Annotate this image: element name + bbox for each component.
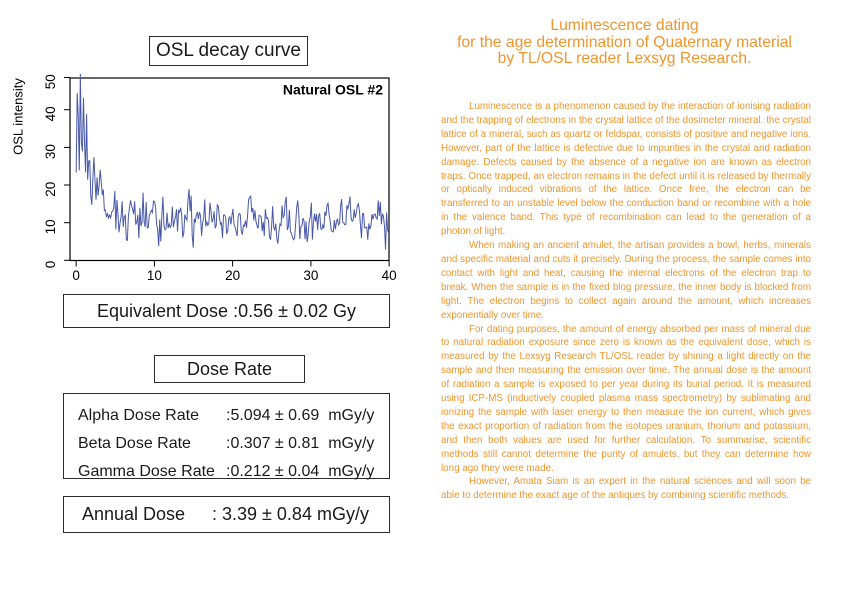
svg-text:50: 50 — [43, 74, 58, 89]
svg-text:10: 10 — [147, 268, 162, 283]
svg-text:40: 40 — [382, 268, 397, 283]
svg-text:20: 20 — [43, 182, 58, 197]
svg-text:10: 10 — [43, 219, 58, 234]
svg-text:0: 0 — [72, 268, 80, 283]
svg-text:40: 40 — [43, 106, 58, 121]
svg-text:Natural OSL #2: Natural OSL #2 — [283, 82, 383, 98]
svg-text:30: 30 — [43, 144, 58, 159]
svg-text:0: 0 — [43, 261, 58, 269]
svg-text:30: 30 — [303, 268, 318, 283]
svg-text:20: 20 — [225, 268, 240, 283]
